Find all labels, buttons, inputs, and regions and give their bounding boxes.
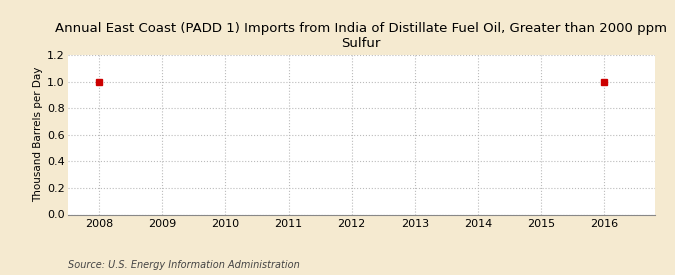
Y-axis label: Thousand Barrels per Day: Thousand Barrels per Day bbox=[33, 67, 43, 202]
Title: Annual East Coast (PADD 1) Imports from India of Distillate Fuel Oil, Greater th: Annual East Coast (PADD 1) Imports from … bbox=[55, 22, 667, 50]
Text: Source: U.S. Energy Information Administration: Source: U.S. Energy Information Administ… bbox=[68, 260, 299, 270]
